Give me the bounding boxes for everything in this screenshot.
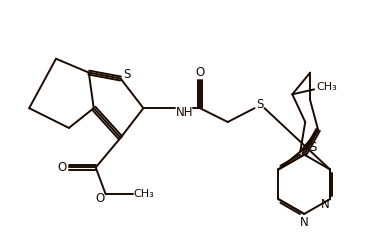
Text: S: S (256, 98, 263, 111)
Text: N: N (321, 198, 330, 211)
Text: O: O (95, 192, 104, 205)
Text: O: O (195, 66, 205, 79)
Text: S: S (123, 68, 130, 81)
Text: N: N (300, 216, 308, 229)
Text: S: S (310, 141, 317, 154)
Text: O: O (57, 161, 67, 174)
Text: NH: NH (176, 106, 194, 119)
Text: CH₃: CH₃ (317, 82, 337, 92)
Text: CH₃: CH₃ (133, 189, 154, 199)
